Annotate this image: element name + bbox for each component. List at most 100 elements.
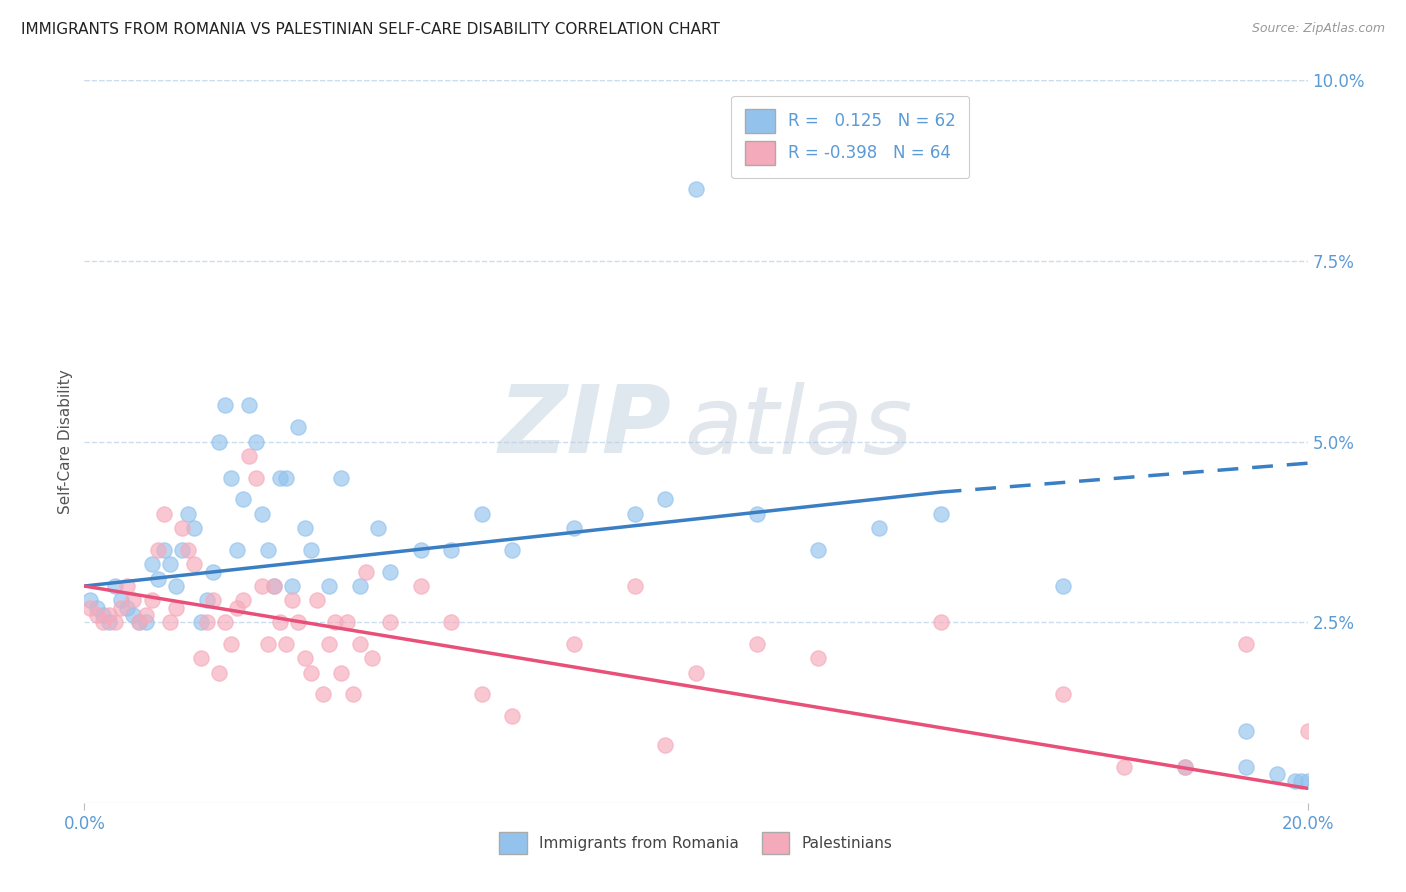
Point xyxy=(146,572,169,586)
Point xyxy=(208,665,231,680)
Point xyxy=(238,449,260,463)
Y-axis label: Self-Care Disability: Self-Care Disability xyxy=(58,369,73,514)
Point xyxy=(654,492,676,507)
Point xyxy=(104,579,127,593)
Point xyxy=(250,579,273,593)
Text: atlas: atlas xyxy=(683,382,912,473)
Point xyxy=(349,579,371,593)
Point xyxy=(257,542,280,557)
Point xyxy=(1284,774,1306,789)
Point xyxy=(471,507,494,521)
Point xyxy=(409,542,432,557)
Point xyxy=(91,607,114,622)
Point xyxy=(165,600,187,615)
Point xyxy=(159,558,181,572)
Point xyxy=(269,471,291,485)
Text: Source: ZipAtlas.com: Source: ZipAtlas.com xyxy=(1251,22,1385,36)
Point xyxy=(276,637,298,651)
Point xyxy=(238,398,260,412)
Point xyxy=(195,593,218,607)
Point xyxy=(122,607,145,622)
Point xyxy=(232,593,254,607)
Point xyxy=(128,615,150,630)
Point xyxy=(440,542,463,557)
Point xyxy=(263,579,285,593)
Point xyxy=(294,651,316,665)
Point xyxy=(409,579,432,593)
Point xyxy=(318,579,340,593)
Point xyxy=(380,565,402,579)
Point xyxy=(318,637,340,651)
Point xyxy=(245,471,267,485)
Point xyxy=(471,687,494,701)
Point xyxy=(91,615,114,630)
Point xyxy=(305,593,328,607)
Point xyxy=(562,637,585,651)
Point xyxy=(79,593,101,607)
Point xyxy=(177,542,200,557)
Point xyxy=(86,600,108,615)
Point xyxy=(226,542,249,557)
Point xyxy=(1236,723,1258,738)
Point xyxy=(128,615,150,630)
Point xyxy=(562,521,585,535)
Point xyxy=(153,507,176,521)
Point xyxy=(232,492,254,507)
Point xyxy=(624,507,647,521)
Point xyxy=(257,637,280,651)
Point xyxy=(287,420,309,434)
Point xyxy=(183,521,205,535)
Point xyxy=(104,615,127,630)
Point xyxy=(269,615,291,630)
Point xyxy=(1052,579,1074,593)
Point xyxy=(1236,637,1258,651)
Point xyxy=(141,558,163,572)
Text: IMMIGRANTS FROM ROMANIA VS PALESTINIAN SELF-CARE DISABILITY CORRELATION CHART: IMMIGRANTS FROM ROMANIA VS PALESTINIAN S… xyxy=(21,22,720,37)
Point xyxy=(146,542,169,557)
Point xyxy=(624,579,647,593)
Point xyxy=(250,507,273,521)
Point xyxy=(177,507,200,521)
Point xyxy=(281,593,304,607)
Point xyxy=(807,651,830,665)
Point xyxy=(165,579,187,593)
Point xyxy=(190,651,212,665)
Point xyxy=(214,615,236,630)
Point xyxy=(360,651,382,665)
Point xyxy=(747,637,769,651)
Point xyxy=(201,565,224,579)
Text: ZIP: ZIP xyxy=(499,381,672,473)
Point xyxy=(159,615,181,630)
Point xyxy=(1296,774,1319,789)
Point xyxy=(299,542,322,557)
Point xyxy=(97,607,120,622)
Point xyxy=(281,579,304,593)
Point xyxy=(349,637,371,651)
Legend: Immigrants from Romania, Palestinians: Immigrants from Romania, Palestinians xyxy=(494,826,898,860)
Point xyxy=(1114,760,1136,774)
Point xyxy=(115,600,138,615)
Point xyxy=(208,434,231,449)
Point xyxy=(201,593,224,607)
Point xyxy=(1265,767,1288,781)
Point xyxy=(86,607,108,622)
Point xyxy=(263,579,285,593)
Point xyxy=(276,471,298,485)
Point xyxy=(1174,760,1197,774)
Point xyxy=(115,579,138,593)
Point xyxy=(219,637,242,651)
Point xyxy=(1052,687,1074,701)
Point xyxy=(183,558,205,572)
Point xyxy=(502,709,524,723)
Point xyxy=(354,565,377,579)
Point xyxy=(245,434,267,449)
Point xyxy=(807,542,830,557)
Point xyxy=(440,615,463,630)
Point xyxy=(226,600,249,615)
Point xyxy=(685,665,707,680)
Point xyxy=(110,593,132,607)
Point xyxy=(929,507,952,521)
Point xyxy=(869,521,891,535)
Point xyxy=(654,738,676,752)
Point xyxy=(1296,723,1319,738)
